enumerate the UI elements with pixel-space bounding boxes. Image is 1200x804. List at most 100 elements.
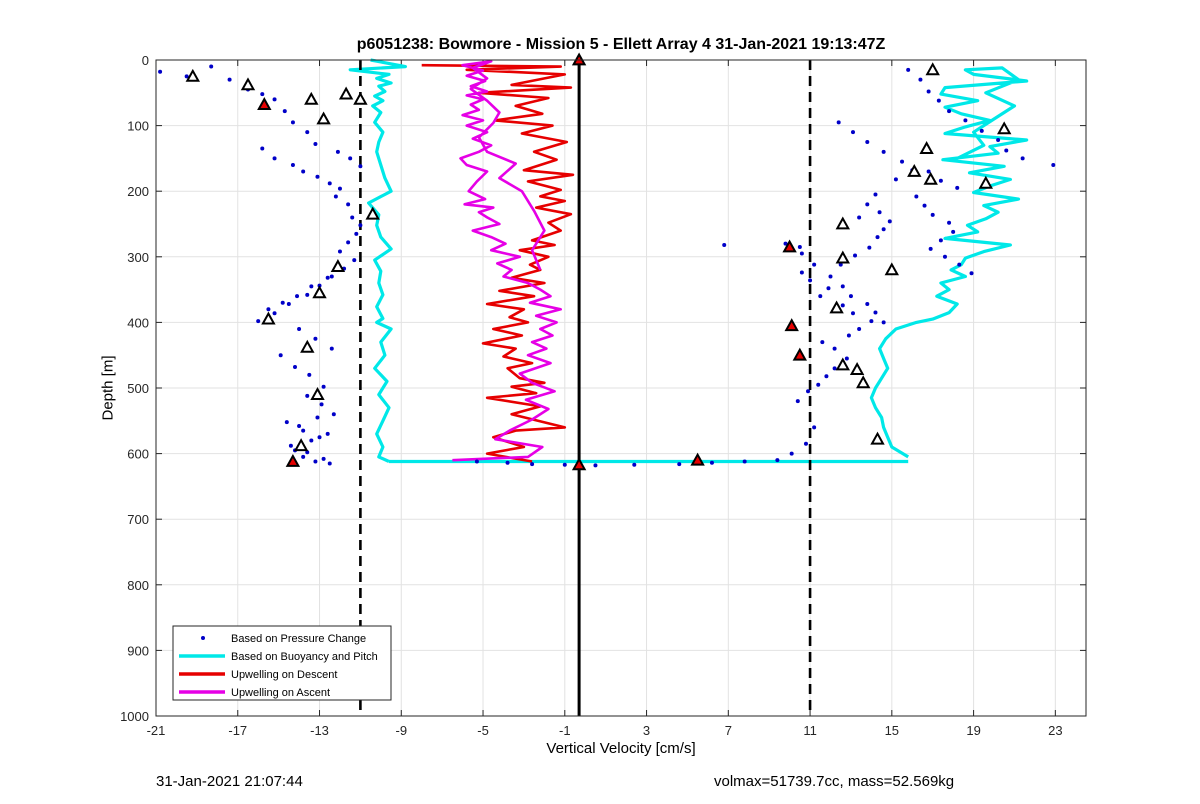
pressure-change-point <box>938 178 943 183</box>
pressure-change-point <box>295 294 300 299</box>
pressure-change-point <box>914 194 919 199</box>
pressure-change-point <box>337 186 342 191</box>
pressure-change-point <box>873 192 878 197</box>
pressure-change-point <box>284 420 289 425</box>
y-tick-label: 0 <box>142 53 149 68</box>
legend-swatch <box>201 636 205 640</box>
pressure-change-point <box>278 353 283 358</box>
pressure-change-point <box>930 212 935 217</box>
triangle-marker <box>856 375 871 389</box>
pressure-change-point <box>963 118 968 123</box>
triangle-marker <box>835 250 850 264</box>
pressure-change-point <box>301 169 306 174</box>
pressure-change-point <box>869 319 874 324</box>
pressure-change-point <box>317 435 322 440</box>
pressure-change-point <box>797 244 802 249</box>
pressure-change-point <box>947 109 952 114</box>
pressure-change-point <box>352 258 357 263</box>
triangle-marker <box>978 175 993 189</box>
pressure-change-point <box>350 215 355 220</box>
triangle-marker <box>312 285 327 299</box>
pressure-change-point <box>818 294 823 299</box>
pressure-change-point <box>844 356 849 361</box>
triangle-marker <box>257 97 272 110</box>
legend-entry: Upwelling on Ascent <box>231 687 330 699</box>
triangle-marker <box>338 86 354 100</box>
pressure-change-point <box>593 463 598 468</box>
legend: Based on Pressure Change Based on Buoyanc… <box>172 625 392 701</box>
pressure-change-point <box>313 336 318 341</box>
triangle-marker <box>925 62 940 76</box>
pressure-change-point <box>260 146 265 151</box>
pressure-change-point <box>873 310 878 315</box>
triangle-marker <box>365 206 380 220</box>
pressure-change-point <box>799 251 804 256</box>
pressure-change-point <box>803 441 808 446</box>
pressure-change-point <box>474 459 479 464</box>
pressure-change-point <box>922 203 927 208</box>
y-tick-label: 200 <box>127 184 149 199</box>
pressure-change-point <box>321 384 326 389</box>
pressure-change-point <box>926 89 931 94</box>
triangle-marker <box>261 311 276 325</box>
x-axis-label: Vertical Velocity [cm/s] <box>546 740 696 757</box>
triangle-marker <box>784 318 799 332</box>
pressure-change-point <box>227 77 232 82</box>
pressure-change-point <box>928 246 933 251</box>
pressure-change-point <box>331 412 336 417</box>
pressure-change-point <box>358 164 363 169</box>
pressure-change-point <box>1051 162 1056 167</box>
y-tick-label: 900 <box>127 643 149 658</box>
triangle-marker <box>240 77 256 91</box>
pressure-change-point <box>632 462 637 467</box>
pressure-change-point <box>309 284 314 289</box>
y-tick-label: 700 <box>127 512 149 527</box>
triangle-marker <box>835 357 850 371</box>
pressure-change-point <box>900 159 905 164</box>
legend-box <box>172 625 392 701</box>
pressure-change-point <box>280 300 285 305</box>
axes-box <box>155 59 1087 717</box>
pressure-change-point <box>272 156 277 161</box>
pressure-change-point <box>795 399 800 404</box>
legend-entry: Based on Pressure Change <box>231 633 366 645</box>
triangle-marker <box>353 91 368 105</box>
pressure-change-point <box>335 149 340 154</box>
pressure-change-point <box>979 128 984 133</box>
pressure-change-point <box>926 169 931 174</box>
triangle-marker <box>907 163 922 177</box>
triangle-marker <box>571 52 587 66</box>
x-tick-label: 19 <box>966 723 980 738</box>
pressure-change-point <box>826 286 831 291</box>
y-tick-label: 100 <box>127 119 149 134</box>
pressure-change-point <box>936 98 941 103</box>
pressure-change-point <box>850 311 855 316</box>
pressure-change-point <box>875 235 880 240</box>
pressure-change-point <box>955 185 960 190</box>
pressure-change-point <box>951 229 956 234</box>
triangle-marker <box>884 262 899 276</box>
pressure-change-point <box>906 67 911 72</box>
pressure-change-point <box>321 456 326 461</box>
triangle-marker <box>330 259 346 272</box>
pressure-change-point <box>305 292 310 297</box>
pressure-change-point <box>337 249 342 254</box>
pressure-change-point <box>918 77 923 82</box>
pressure-change-point <box>329 346 334 351</box>
pressure-change-point <box>209 64 214 69</box>
based-on-buoyancy-and-pitch-line <box>869 66 1029 459</box>
pressure-change-point <box>812 262 817 267</box>
triangle-marker <box>829 300 844 314</box>
pressure-change-point <box>325 275 330 280</box>
x-tick-label: -21 <box>147 723 166 738</box>
pressure-change-point <box>184 74 189 79</box>
chart-title: p6051238: Bowmore - Mission 5 - Ellett A… <box>356 36 886 53</box>
pressure-change-point <box>530 462 535 467</box>
pressure-change-point <box>865 302 870 307</box>
triangle-marker <box>782 239 797 253</box>
pressure-change-point <box>722 242 727 247</box>
pressure-change-point <box>505 460 510 465</box>
pressure-change-point <box>292 365 297 370</box>
pressure-change-point <box>1020 156 1025 161</box>
pressure-change-point <box>677 462 682 467</box>
